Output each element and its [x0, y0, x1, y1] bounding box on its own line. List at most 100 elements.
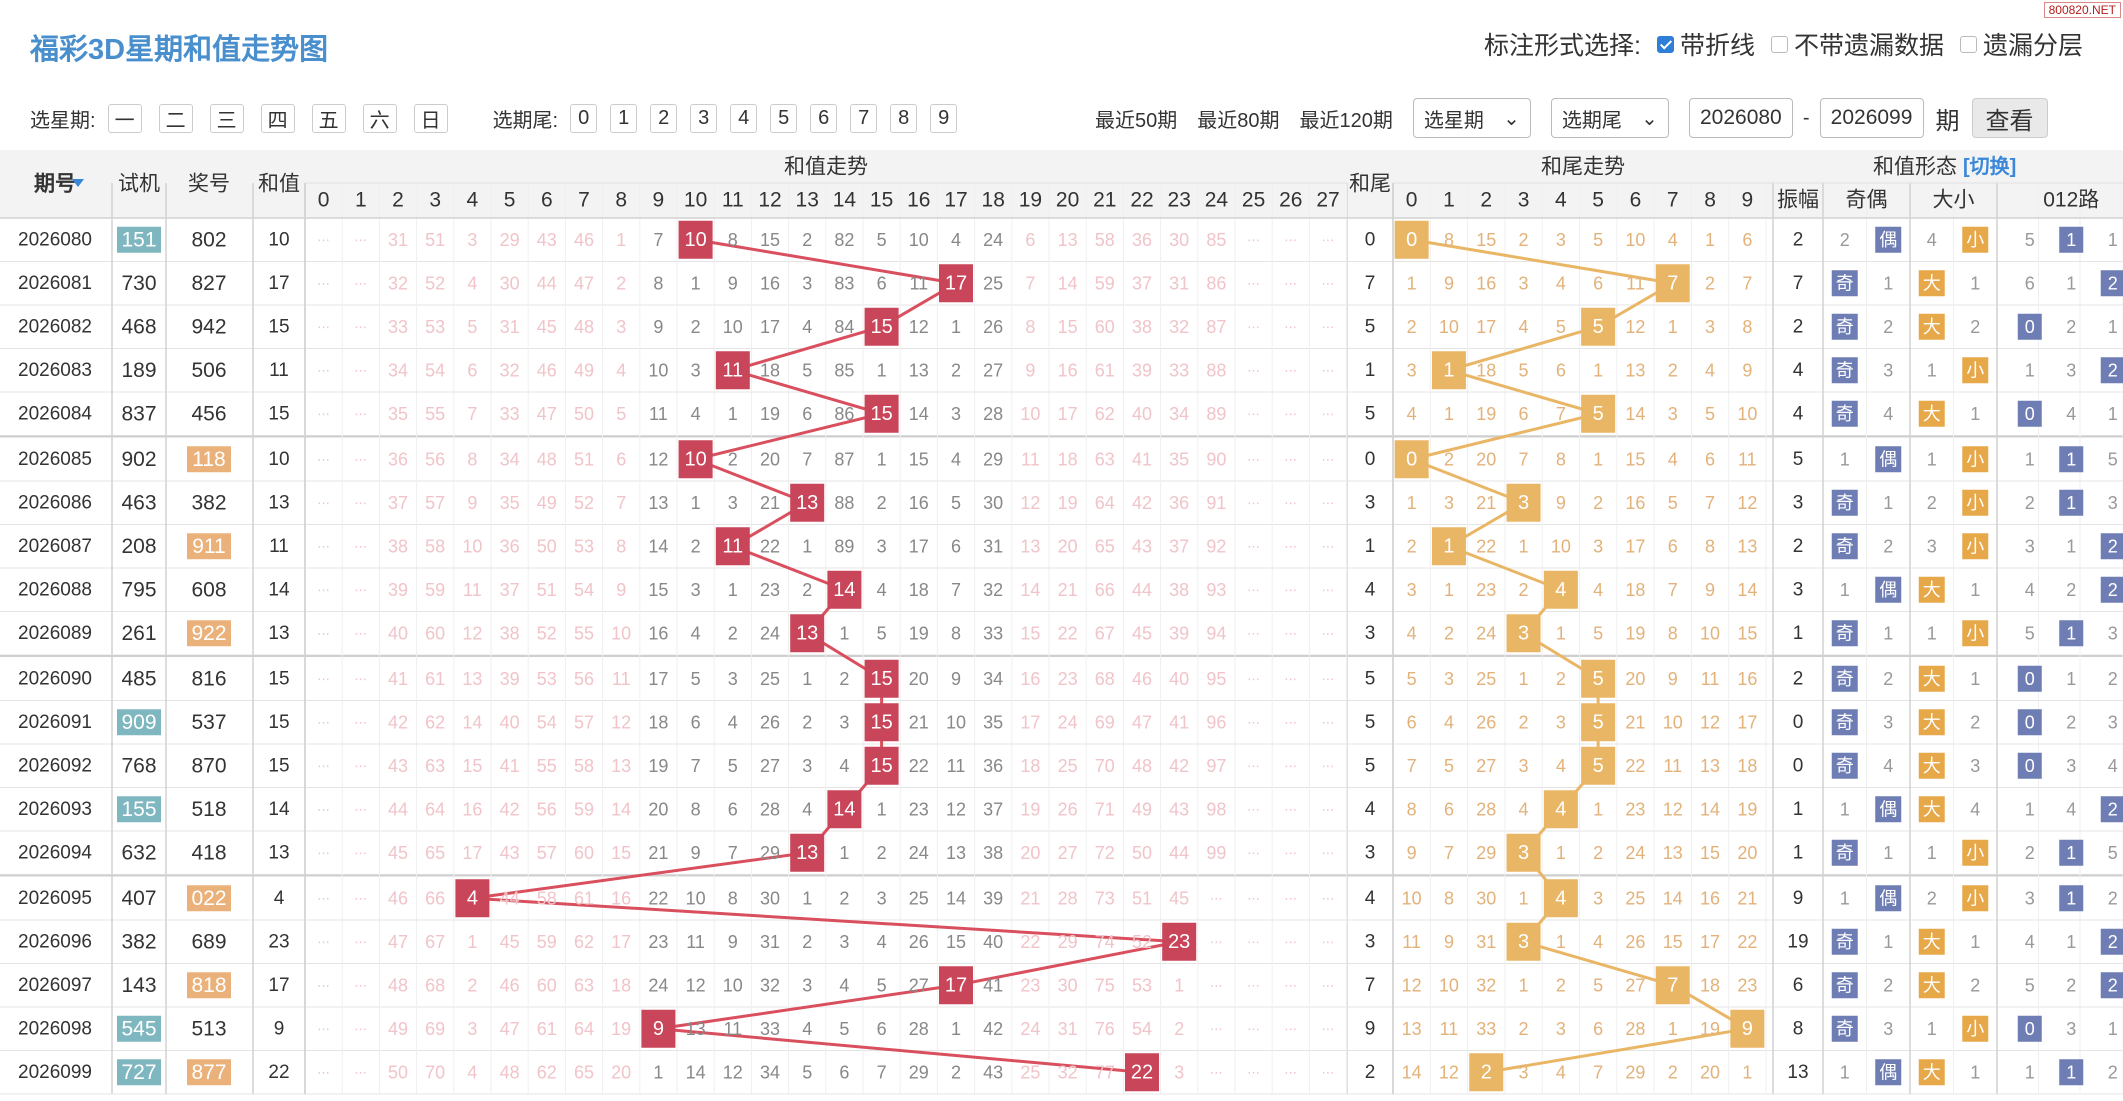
tail-hit-marker [1730, 1009, 1765, 1048]
sum-tail-cell: 9 [1365, 1018, 1376, 1039]
tail-miss-value: 22 [1476, 536, 1496, 556]
odd-even-value: 奇 [1836, 273, 1854, 293]
tail-miss-value: 12 [1700, 712, 1720, 732]
weekday-button[interactable]: 二 [158, 103, 193, 133]
weekday-select[interactable]: 选星期 ⌄ [1412, 98, 1531, 138]
sum-miss-value: ⋯ [1284, 452, 1297, 467]
sum-miss-value: 5 [728, 756, 738, 776]
checkbox-icon[interactable] [1770, 35, 1788, 53]
option-miss-layers[interactable]: 遗漏分层 [1959, 26, 2083, 62]
route-miss: 5 [2108, 449, 2118, 469]
sum-miss-value: 14 [686, 1062, 706, 1082]
route-value: 1 [2066, 1062, 2076, 1082]
weekday-button[interactable]: 五 [311, 103, 346, 133]
option-with-lines[interactable]: 带折线 [1656, 26, 1755, 62]
sum-miss-value: 17 [1020, 712, 1040, 732]
switch-link[interactable]: [切换] [1963, 154, 2016, 178]
weekday-button[interactable]: 三 [209, 103, 244, 133]
sum-miss-value: 98 [1206, 799, 1226, 819]
tail-miss-value: 3 [1556, 1019, 1566, 1039]
tail-hit-marker [1394, 220, 1429, 259]
sum-miss-value: ⋯ [354, 495, 367, 510]
option-no-miss-data[interactable]: 不带遗漏数据 [1770, 26, 1944, 62]
odd-even-hit [1831, 839, 1858, 866]
sum-miss-value: 36 [1132, 230, 1152, 250]
odd-even-miss: 2 [1883, 536, 1893, 556]
sum-column-header: 21 [1093, 189, 1116, 212]
weekday-button[interactable]: 六 [362, 103, 397, 133]
sum-miss-value: 4 [802, 317, 812, 337]
trial-cell: 545 [121, 1017, 156, 1040]
sum-miss-value: ⋯ [1284, 1065, 1297, 1080]
sum-hit-value: 15 [870, 316, 892, 338]
tail-button[interactable]: 0 [570, 103, 598, 133]
sum-miss-value: 83 [834, 273, 854, 293]
tail-miss-value: 4 [1556, 273, 1566, 293]
sum-miss-value: 57 [537, 843, 557, 863]
tail-button[interactable]: 6 [810, 103, 838, 133]
period-to-input[interactable]: 2026099 [1819, 98, 1924, 138]
tail-button[interactable]: 1 [610, 103, 638, 133]
sum-miss-value: 18 [1058, 449, 1078, 469]
tail-miss-value: 1 [1407, 273, 1417, 293]
sum-miss-value: 32 [500, 360, 520, 380]
sum-miss-value: 43 [1169, 799, 1189, 819]
tail-miss-value: 28 [1476, 799, 1496, 819]
checkbox-icon[interactable] [1656, 35, 1674, 53]
sum-miss-value: 29 [983, 449, 1003, 469]
tail-button[interactable]: 8 [890, 103, 918, 133]
odd-even-value: 偶 [1879, 230, 1897, 250]
tail-button[interactable]: 2 [650, 103, 678, 133]
sum-hit-value: 15 [870, 403, 892, 425]
sum-miss-value: 77 [1095, 1062, 1115, 1082]
tail-button[interactable]: 3 [690, 103, 718, 133]
sum-miss-value: 3 [877, 888, 887, 908]
trial-cell: 727 [121, 1061, 156, 1084]
sum-miss-value: 72 [1095, 843, 1115, 863]
tail-button[interactable]: 4 [730, 103, 758, 133]
tail-miss-value: 19 [1625, 623, 1645, 643]
odd-even-hit [1831, 313, 1858, 340]
tail-miss-value: 8 [1668, 623, 1678, 643]
weekday-button[interactable]: 四 [260, 103, 295, 133]
period-cell: 2026081 [18, 273, 92, 294]
sum-cell: 13 [268, 842, 289, 863]
tail-miss-value: 23 [1737, 975, 1757, 995]
tail-hit-marker [1469, 1053, 1504, 1092]
period-from-input[interactable]: 2026080 [1688, 98, 1793, 138]
route-miss: 1 [2066, 669, 2076, 689]
sum-miss-value: 58 [425, 536, 445, 556]
weekday-button[interactable]: 日 [413, 103, 448, 133]
checkbox-icon[interactable] [1959, 35, 1977, 53]
sum-miss-value: 15 [946, 932, 966, 952]
recent-80-link[interactable]: 最近80期 [1197, 109, 1280, 132]
route-miss: 2 [2108, 888, 2118, 908]
tail-miss-value: 6 [1556, 360, 1566, 380]
sum-miss-value: ⋯ [354, 452, 367, 467]
sum-miss-value: 24 [909, 843, 929, 863]
tail-button[interactable]: 5 [770, 103, 798, 133]
sum-miss-value: 4 [616, 360, 626, 380]
tail-button[interactable]: 7 [850, 103, 878, 133]
tail-miss-value: 6 [1593, 273, 1603, 293]
sum-miss-value: ⋯ [1322, 406, 1335, 421]
sum-miss-value: ⋯ [354, 891, 367, 906]
tail-button[interactable]: 9 [930, 103, 958, 133]
tail-select[interactable]: 选期尾 ⌄ [1550, 98, 1669, 138]
sum-miss-value: ⋯ [354, 1065, 367, 1080]
recent-50-link[interactable]: 最近50期 [1095, 109, 1178, 132]
view-button[interactable]: 查看 [1971, 98, 2048, 138]
sum-miss-value: 12 [462, 623, 482, 643]
sum-cell: 15 [268, 712, 289, 733]
tail-miss-value: 8 [1407, 799, 1417, 819]
weekday-button[interactable]: 一 [107, 103, 142, 133]
sum-miss-value: 9 [728, 273, 738, 293]
sum-tail-cell: 1 [1365, 360, 1376, 381]
sum-miss-value: 43 [983, 1062, 1003, 1082]
sum-miss-value: 6 [616, 449, 626, 469]
prize-cell: 456 [191, 402, 226, 425]
recent-120-link[interactable]: 最近120期 [1299, 109, 1393, 132]
odd-even-hit [1831, 928, 1858, 955]
sum-column-header: 13 [796, 189, 819, 212]
big-small-hit [1918, 709, 1945, 736]
